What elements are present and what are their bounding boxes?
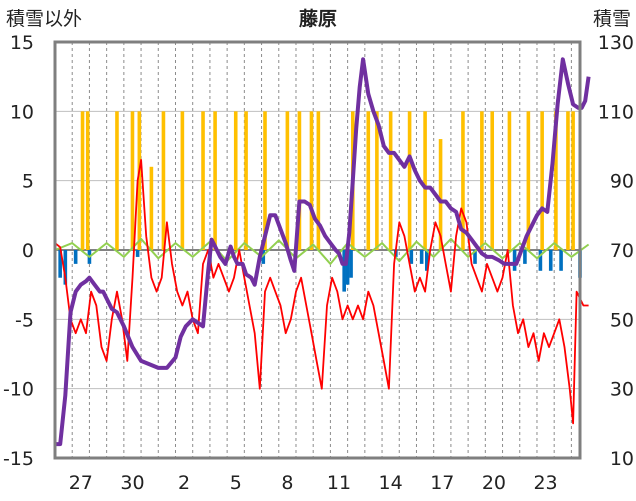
- right-tick-label: 70: [610, 240, 634, 262]
- right-tick-label: 90: [610, 171, 634, 193]
- right-tick-label: 110: [598, 101, 634, 123]
- right-axis: 130 110 90 70 50 30 10: [598, 32, 634, 470]
- snowfall_change-bar: [512, 250, 517, 271]
- right-axis-label: 積雪: [593, 8, 631, 30]
- bar-layer: [58, 111, 582, 292]
- snowfall_change-bar: [409, 250, 414, 264]
- x-tick-label: 30: [120, 472, 144, 494]
- precipitation-bar: [490, 111, 495, 250]
- precipitation-bar: [316, 111, 321, 250]
- plot-frame: [53, 40, 582, 460]
- other-line: [54, 237, 590, 265]
- x-tick-label: 23: [533, 472, 557, 494]
- snowfall_change-bar: [425, 250, 429, 271]
- snowfall_change-bar: [538, 250, 543, 271]
- x-axis: 27 30 2 5 8 11 14 17 20 23: [69, 472, 558, 494]
- precipitation-bar: [407, 111, 412, 250]
- left-axis: 15 10 5 0 -5 -10 -15: [3, 32, 34, 470]
- precipitation-bar: [137, 111, 142, 250]
- snowfall_change-bar: [548, 250, 553, 271]
- line-layer: [54, 57, 591, 447]
- snowfall_change-bar: [342, 250, 346, 292]
- x-tick-label: 14: [379, 472, 403, 494]
- precipitation-bar: [461, 111, 465, 250]
- left-tick-label: -10: [3, 379, 34, 401]
- precipitation-bar: [571, 111, 575, 250]
- x-tick-label: 2: [178, 472, 190, 494]
- precipitation-bar: [540, 111, 544, 250]
- precipitation-bar: [438, 139, 443, 250]
- left-tick-label: -15: [3, 448, 34, 470]
- precipitation-bar: [366, 111, 371, 250]
- snowfall_change-bar: [473, 250, 477, 264]
- precipitation-bar: [149, 166, 154, 250]
- precipitation-bar: [130, 111, 135, 250]
- precipitation-bar: [213, 111, 217, 250]
- precipitation-bar: [201, 111, 205, 250]
- left-tick-label: 5: [22, 171, 34, 193]
- x-tick-label: 11: [327, 472, 351, 494]
- x-tick-label: 17: [430, 472, 454, 494]
- precipitation-bar: [80, 111, 85, 250]
- snowfall_change-bar: [73, 250, 78, 264]
- snow_depth-line: [55, 57, 591, 447]
- precipitation-bar: [480, 111, 484, 250]
- precipitation-bar: [263, 111, 267, 250]
- right-tick-label: 30: [610, 379, 634, 401]
- snowfall_change-bar: [559, 250, 563, 271]
- precipitation-bar: [526, 111, 531, 250]
- snowfall_change-bar: [345, 250, 350, 285]
- precipitation-bar: [297, 111, 302, 250]
- snowfall_change-bar: [63, 250, 68, 285]
- left-tick-label: -5: [15, 309, 34, 331]
- precipitation-bar: [285, 111, 290, 250]
- right-tick-label: 50: [610, 309, 634, 331]
- precipitation-bar: [566, 111, 570, 250]
- snowfall_change-bar: [261, 250, 266, 264]
- left-tick-label: 15: [10, 32, 34, 54]
- precipitation-bar: [375, 111, 379, 250]
- snowfall_change-bar: [58, 250, 62, 278]
- chart-title: 藤原: [299, 7, 337, 30]
- precipitation-bar: [244, 111, 248, 250]
- right-tick-label: 130: [598, 32, 634, 54]
- precipitation-bar: [115, 111, 119, 250]
- snowfall_change-bar: [135, 250, 140, 257]
- x-tick-label: 8: [281, 472, 293, 494]
- right-tick-label: 10: [610, 448, 634, 470]
- x-tick-label: 20: [482, 472, 506, 494]
- precipitation-bar: [423, 111, 427, 250]
- precipitation-bar: [554, 111, 558, 250]
- x-tick-label: 5: [230, 472, 242, 494]
- precipitation-bar: [180, 111, 185, 250]
- snowfall_change-bar: [523, 250, 527, 264]
- precipitation-bar: [233, 111, 238, 250]
- precipitation-bar: [85, 111, 90, 250]
- precipitation-bar: [388, 111, 393, 250]
- precipitation-bar: [161, 111, 166, 250]
- left-tick-label: 10: [10, 101, 34, 123]
- snowfall_change-bar: [349, 250, 353, 278]
- x-tick-label: 27: [69, 472, 93, 494]
- left-tick-label: 0: [22, 240, 34, 262]
- left-axis-label: 積雪以外: [6, 8, 82, 30]
- snowfall_change-bar: [419, 250, 424, 264]
- precipitation-bar: [507, 111, 512, 250]
- precipitation-bar: [309, 111, 314, 250]
